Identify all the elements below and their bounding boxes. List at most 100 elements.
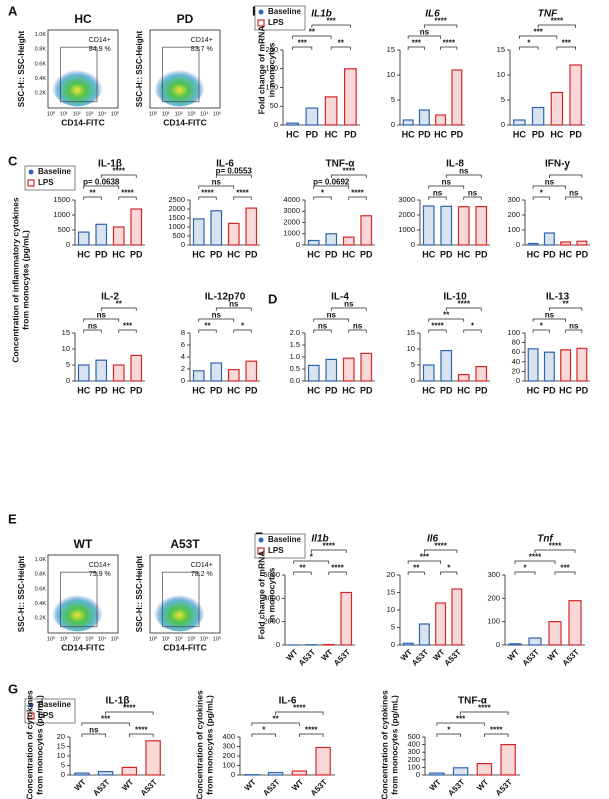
flow-cloud [52,65,103,107]
sig-label: * [262,726,266,735]
bar [476,762,493,776]
y-tick-label: 1500 [53,195,70,204]
x-tick-label: PD [245,249,258,259]
flow-y-tick: 0.6K [35,61,47,67]
y-tick-label: 20 [512,366,520,375]
y-axis-label: in monocytes [266,42,276,97]
bar [531,106,545,126]
flow-y-label: SSC-H:: SSC-Height [135,30,144,107]
sig-bracket [428,185,465,189]
sig-bracket [292,35,332,39]
bar [418,623,430,646]
sig-bracket [565,196,583,200]
y-tick-label: 0 [391,640,395,649]
bar [77,364,90,382]
bar [77,231,90,246]
sig-bracket [463,329,482,333]
y-tick-label: 0 [231,770,235,779]
x-tick-label: PD [95,249,108,259]
x-tick-label: HC [307,385,320,395]
x-tick-label: A53T [446,777,466,797]
sig-bracket [549,174,583,178]
sig-bracket [556,46,576,50]
y-tick-label: 1000 [398,225,415,234]
sig-label: **** [123,704,136,713]
chart-title: TNF [538,9,558,20]
y-tick-label: 0 [296,240,300,249]
x-tick-label: PD [475,249,488,259]
sig-label: * [447,726,451,735]
x-tick-label: HC [227,385,240,395]
gate-name: CD14+ [89,37,111,44]
legend-label: Baseline [268,7,301,16]
legend-label: LPS [268,546,284,555]
sig-label: **** [236,189,249,198]
x-tick-label: PD [440,249,453,259]
bar [286,122,300,126]
sig-label: * [527,39,531,48]
legend-swatch [258,537,264,543]
sig-bracket [311,24,351,28]
sig-bracket [100,174,137,178]
y-tick-label: 2000 [263,617,280,626]
legend-label: LPS [38,178,54,187]
bar [422,205,435,246]
y-axis-label: from monocytes (pg/mL) [34,695,44,795]
y-tick-label: 10 [407,344,415,353]
bar [130,208,143,246]
sig-label: *** [123,322,133,331]
flow-x-tick: 10¹ [60,111,68,117]
sig-bracket [233,196,252,200]
sig-bracket [460,711,509,715]
y-tick-label: 100 [487,617,500,626]
y-tick-label: 2500 [168,195,185,204]
y-tick-label: 0 [516,240,520,249]
bar [342,357,355,382]
sig-bracket [440,571,458,575]
x-tick-label: PD [325,385,338,395]
y-tick-label: 1000 [53,210,70,219]
y-tick-label: 300 [487,570,500,579]
bar [97,770,114,776]
flow-y-tick: 0.6K [35,586,47,592]
flow-gate [60,46,98,103]
flow-x-tick: 10³ [85,111,93,117]
bar [475,366,488,382]
legend-label: Baseline [38,167,71,176]
x-tick-label: WT [243,777,258,792]
y-tick-label: 100 [507,225,520,234]
chart-title: IL-1β [98,159,122,170]
panel-letter: D [268,291,277,306]
sig-label: **** [458,300,471,309]
y-tick-label: 10 [57,751,65,760]
bar [527,348,539,382]
sig-bracket [436,733,461,737]
gate-percent: 75.9 % [89,571,111,578]
legend-frame [24,698,76,724]
y-axis-label: Fold change of mRNA [256,26,266,115]
sig-label: **** [549,542,562,551]
bar [560,349,572,382]
sig-label: * [241,322,245,331]
sig-bracket [428,196,447,200]
chart-title: IL-6 [216,159,234,170]
x-tick-label: HC [422,249,435,259]
flow-gate [162,571,200,628]
sig-bracket [519,46,539,50]
y-tick-label: 400 [407,740,420,749]
y-tick-label: 200 [265,45,278,54]
y-tick-label: 0 [501,120,505,129]
flow-title: PD [177,12,194,26]
bar [576,347,588,382]
sig-bracket [424,24,458,28]
flow-x-tick: 10⁵ [213,635,221,642]
legend-swatch [257,19,265,27]
x-tick-label: WT [506,647,521,662]
bar [95,223,108,246]
bar [121,766,138,776]
x-tick-label: A53T [309,777,329,797]
x-tick-label: HC [227,249,240,259]
x-tick-label: HC [559,385,572,395]
sig-label: *** [533,28,543,37]
sig-label: ns [433,189,443,198]
